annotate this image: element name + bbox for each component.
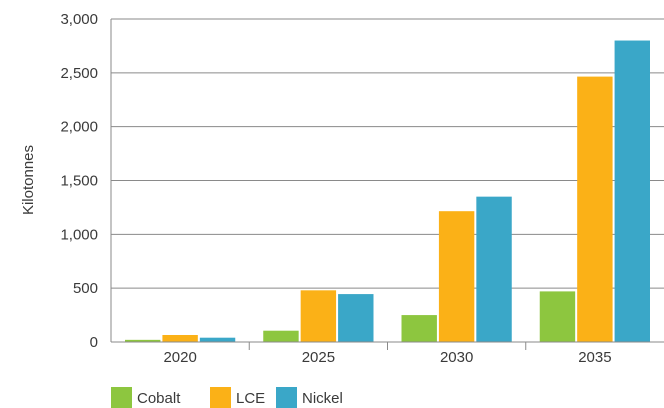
legend-swatch-nickel (276, 387, 297, 408)
x-axis-ticks: 2020 2025 2030 2035 (163, 342, 612, 366)
gridlines (110, 18, 664, 342)
bars (111, 40, 664, 343)
legend-swatch-cobalt (111, 387, 132, 408)
y-tick-label: 1,000 (60, 226, 98, 243)
legend-label-lce: LCE (236, 390, 265, 407)
bar-lce-2020 (162, 335, 198, 342)
y-tick-label: 500 (73, 280, 98, 297)
y-axis-title: Kilotonnes (20, 145, 37, 215)
bar-cobalt-2020 (125, 339, 161, 342)
bar-nickel-2035 (614, 40, 650, 343)
y-axis-ticks: 0 500 1,000 1,500 2,000 2,500 3,000 (60, 11, 98, 351)
bar-cobalt-2030 (401, 315, 437, 342)
bar-nickel-2025 (338, 294, 374, 342)
bar-lce-2035 (577, 76, 613, 342)
bar-nickel-2030 (476, 196, 512, 342)
bar-lce-2025 (300, 290, 337, 342)
legend-swatch-lce (210, 387, 231, 408)
x-tick-label: 2035 (578, 349, 611, 366)
y-tick-label: 1,500 (60, 173, 98, 190)
y-tick-label: 3,000 (60, 11, 98, 28)
legend: Cobalt LCE Nickel (111, 387, 343, 408)
legend-label-nickel: Nickel (302, 390, 343, 407)
bar-nickel-2020 (199, 337, 236, 342)
x-tick-label: 2030 (440, 349, 473, 366)
bar-lce-2030 (438, 211, 475, 342)
x-tick-label: 2025 (302, 349, 335, 366)
y-tick-label: 2,000 (60, 119, 98, 136)
y-tick-label: 0 (90, 334, 98, 351)
bar-cobalt-2035 (539, 291, 576, 342)
x-tick-label: 2020 (163, 349, 196, 366)
legend-label-cobalt: Cobalt (137, 390, 181, 407)
y-tick-label: 2,500 (60, 65, 98, 82)
bar-cobalt-2025 (263, 330, 299, 342)
